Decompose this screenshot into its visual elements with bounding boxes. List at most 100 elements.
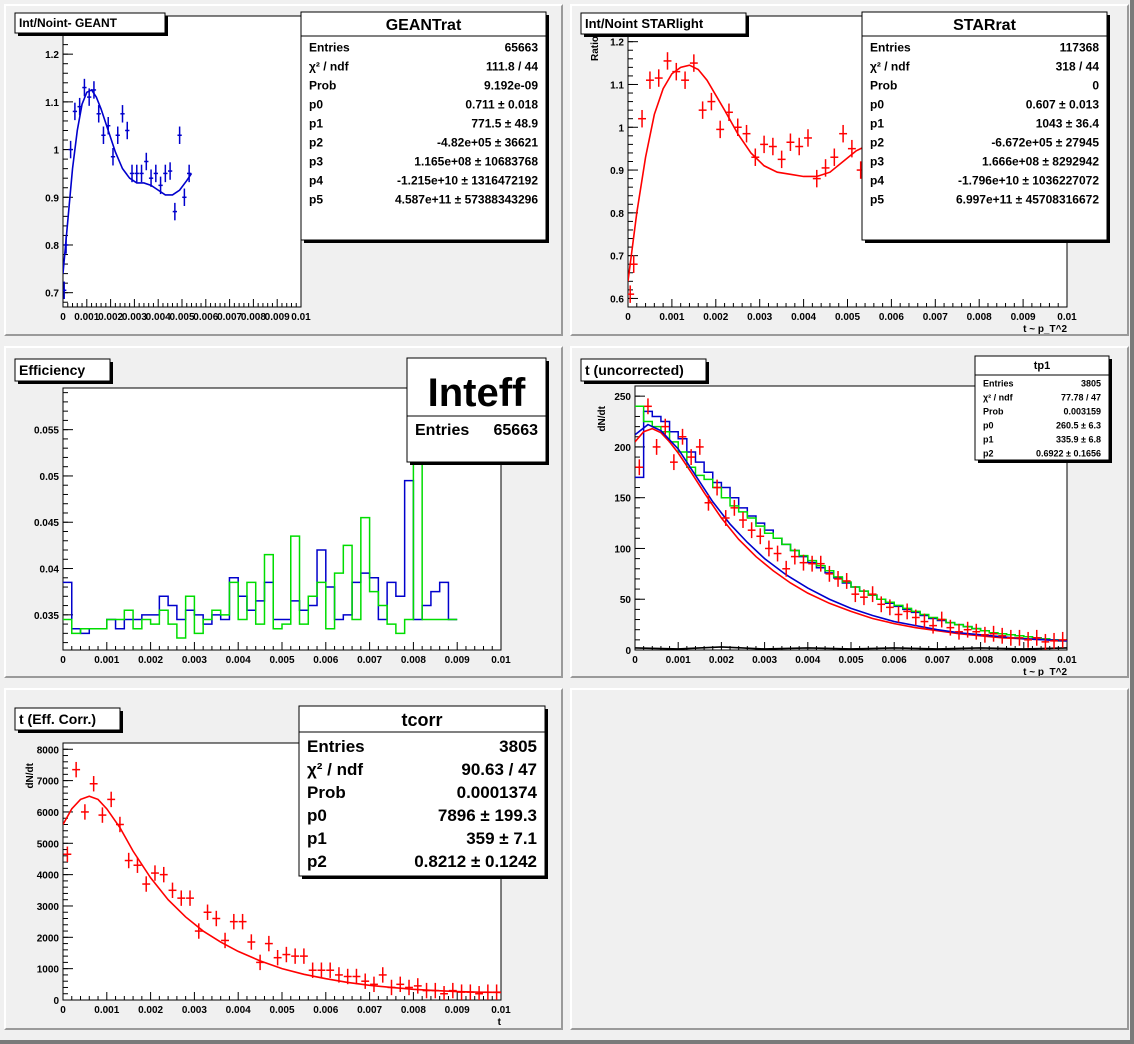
y-tick-label: 0.7: [45, 289, 59, 300]
stats-title: tp1: [1034, 360, 1051, 372]
stats-row-label: p3: [870, 155, 884, 169]
pad-geant-ratio: 0 0.001 0.002 0.003 0.004 0.005 0.006 0.007 0.00…: [4, 4, 563, 336]
x-tick-label: 0.01: [291, 312, 311, 323]
x-tick-label: 0.008: [401, 1005, 426, 1016]
stats-row-label: Entries: [415, 422, 469, 439]
x-tick-label: 0.006: [879, 312, 904, 323]
x-tick-label: 0.007: [923, 312, 948, 323]
stats-title: STARrat: [953, 17, 1016, 34]
y-tick-label: 0.05: [40, 472, 60, 483]
x-tick-label: 0.002: [709, 655, 734, 666]
stats-row-value: 0.0001374: [457, 783, 538, 802]
title-box: [580, 358, 707, 382]
stats-row-value: 6.997e+11 ± 45708316672: [956, 193, 1099, 207]
stats-title: tcorr: [401, 710, 442, 730]
stats-row-label: p0: [983, 421, 994, 431]
stats-row-value: 0: [1092, 79, 1099, 93]
y-tick-label: 1.2: [45, 50, 59, 61]
chart-t-uncorrected: 0 0.001 0.002 0.003 0.004 0.005 0.006 0.007 0.00…: [580, 355, 1112, 678]
x-tick-label: 0.002: [138, 655, 163, 666]
y-tick-label: 0.055: [34, 426, 59, 437]
x-tick-label: 0.004: [226, 655, 251, 666]
stats-row-value: 9.192e-09: [484, 79, 538, 93]
stats-row-label: p5: [309, 193, 323, 207]
y-tick-label: 6000: [37, 808, 60, 819]
pad-title: t (uncorrected): [585, 362, 684, 378]
x-tick-label: 0.003: [182, 655, 207, 666]
x-tick-label: 0.005: [835, 312, 860, 323]
stats-row-value: 90.63 / 47: [461, 760, 537, 779]
y-tick-label: 150: [614, 494, 631, 505]
x-tick-label: 0.009: [445, 1005, 470, 1016]
stats-row-label: Prob: [870, 79, 897, 93]
stats-row-label: Entries: [307, 737, 365, 756]
pad-t-uncorrected: 0 0.001 0.002 0.003 0.004 0.005 0.006 0.007 0.00…: [570, 346, 1129, 678]
stats-row-value: 117368: [1060, 41, 1100, 55]
stats-row-label: p3: [309, 155, 323, 169]
x-tick-label: 0.005: [269, 655, 294, 666]
x-tick-label: 0.002: [138, 1005, 163, 1016]
y-axis-title: dN/dt: [597, 405, 608, 431]
stats-row-value: 0.6922 ± 0.1656: [1036, 449, 1101, 459]
x-tick-label: 0.006: [882, 655, 907, 666]
stats-title: Inteff: [428, 371, 526, 415]
stats-box: [861, 11, 1108, 241]
x-tick-label: 0.005: [838, 655, 863, 666]
chart-t-eff-corr: 0 0.001 0.002 0.003 0.004 0.005 0.006 0.007 0.00…: [14, 705, 548, 1028]
stats-row-value: 77.78 / 47: [1061, 393, 1101, 403]
pad-title: t (Eff. Corr.): [19, 711, 96, 727]
stats-row-label: p2: [870, 136, 884, 150]
title-box: [14, 12, 166, 34]
y-tick-label: 0.8: [45, 241, 59, 252]
x-tick-label: 0.01: [491, 1005, 511, 1016]
x-tick-label: 0.002: [98, 312, 123, 323]
x-tick-label: 0.006: [193, 312, 218, 323]
y-axis-title: Ratio: [590, 36, 601, 61]
baseline-series: [635, 646, 1067, 650]
x-tick-label: 0.01: [1057, 655, 1077, 666]
x-tick-label: 0.005: [269, 1005, 294, 1016]
y-tick-label: 0.6: [610, 294, 624, 305]
stats-row-label: p0: [309, 98, 323, 112]
plot-area: [628, 52, 866, 303]
y-tick-label: 100: [614, 544, 631, 555]
y-tick-label: 0.9: [610, 166, 624, 177]
stats-box: [406, 357, 547, 463]
x-tick-label: 0.007: [357, 655, 382, 666]
pad-title: Int/Noint- GEANT: [19, 16, 118, 30]
stats-row-label: p4: [309, 174, 323, 188]
plot-area: [635, 398, 1067, 650]
y-tick-label: 1: [618, 123, 624, 134]
x-tick-label: 0: [60, 655, 66, 666]
x-tick-label: 0: [60, 1005, 66, 1016]
plot-frame: [62, 15, 302, 308]
stats-row-value: 0.003159: [1063, 407, 1101, 417]
histogram-series: [63, 397, 458, 639]
x-tick-label: 0.002: [703, 312, 728, 323]
pad-starlight-ratio: 0 0.001 0.002 0.003 0.004 0.005 0.006 0.007 0.00…: [570, 4, 1129, 336]
stats-row-value: -1.796e+10 ± 1036227072: [958, 174, 1099, 188]
stats-row-value: 65663: [494, 422, 539, 439]
x-tick-label: 0.009: [1011, 312, 1036, 323]
stats-row-label: χ² / ndf: [309, 60, 350, 74]
stats-row-label: p1: [307, 829, 327, 848]
stats-row-label: p0: [870, 98, 884, 112]
stats-row-label: Entries: [983, 379, 1014, 389]
y-tick-label: 5000: [37, 839, 60, 850]
y-axis-title: dN/dt: [25, 762, 36, 788]
x-tick-label: 0.007: [217, 312, 242, 323]
stats-row-label: p1: [870, 117, 884, 131]
y-tick-label: 200: [614, 443, 631, 454]
stats-row-value: 1.666e+08 ± 8292942: [982, 155, 1099, 169]
x-tick-label: 0.009: [445, 655, 470, 666]
chart-geant-ratio: 0 0.0010.0020.0030.0040.0050.0060.0070.00…: [14, 11, 549, 323]
stats-row-value: 65663: [505, 41, 539, 55]
x-tick-label: 0.006: [313, 1005, 338, 1016]
x-tick-label: 0.008: [241, 312, 266, 323]
pad-t-eff-corr: 0 0.001 0.002 0.003 0.004 0.005 0.006 0.007 0.00…: [4, 688, 563, 1030]
stats-row-value: 771.5 ± 48.9: [471, 117, 538, 131]
title-box: [14, 358, 111, 382]
stats-row-label: p1: [983, 435, 994, 445]
plot-area: [63, 397, 458, 639]
stats-row-value: -1.215e+10 ± 1316472192: [397, 174, 538, 188]
